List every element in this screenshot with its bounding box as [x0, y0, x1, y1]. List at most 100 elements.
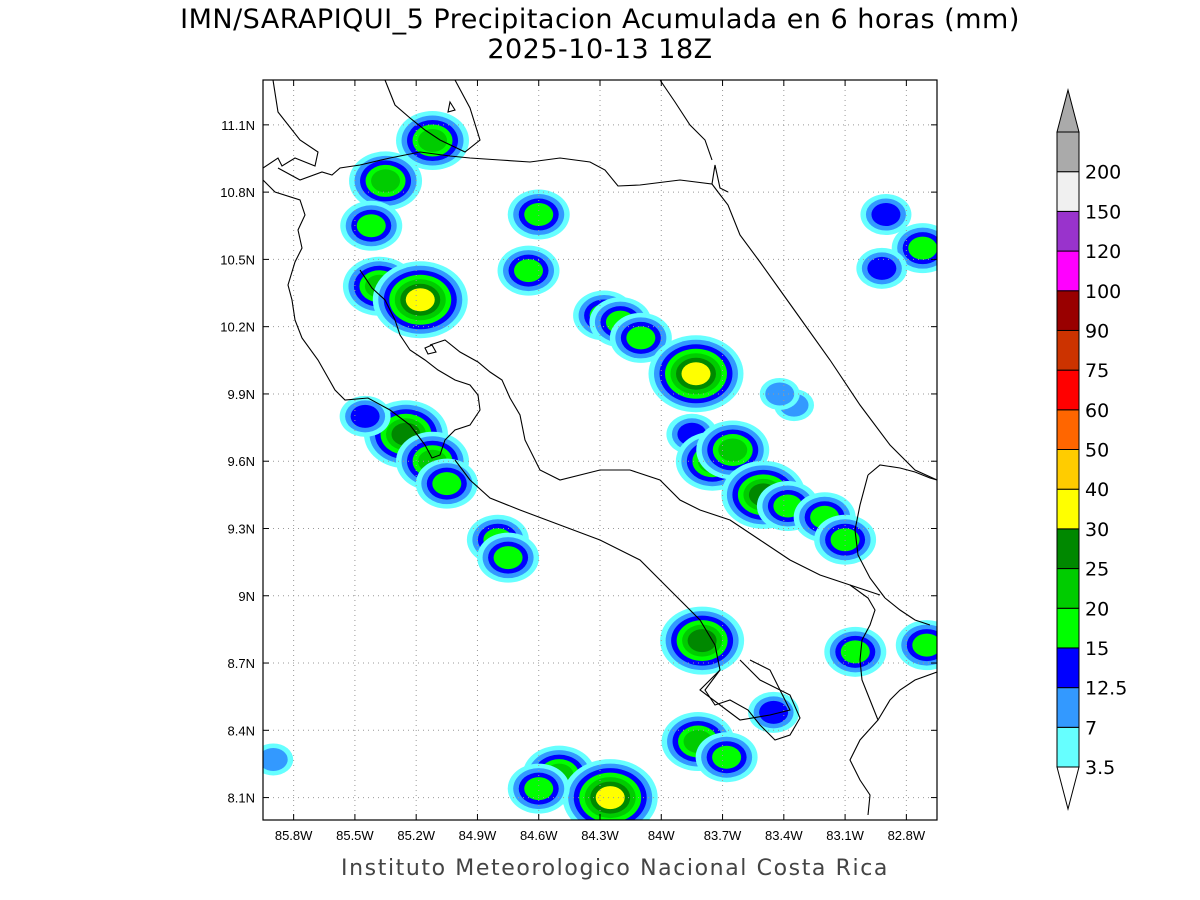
colorbar-segment [1056, 250, 1080, 292]
colorbar-label: 75 [1085, 360, 1109, 382]
rain-cell [856, 247, 908, 289]
colorbar-segment [1056, 329, 1080, 371]
rain-cell [415, 458, 478, 509]
rain-cell [507, 189, 570, 240]
rain-cell [497, 245, 560, 296]
colorbar-segment [1056, 290, 1080, 331]
rain-cells-layer [263, 111, 937, 820]
colorbar-label: 7 [1085, 717, 1097, 739]
rain-contour [681, 362, 711, 386]
x-tick-label: 84.6W [520, 828, 558, 843]
rain-contour [759, 700, 789, 724]
colorbar-label: 150 [1085, 201, 1121, 223]
x-tick-label: 85.5W [336, 828, 374, 843]
colorbar-top-arrow [1056, 88, 1080, 133]
rain-contour [595, 786, 625, 810]
coastline-borders [263, 80, 937, 816]
rain-contour [871, 203, 901, 227]
y-tick-label: 9.3N [228, 521, 255, 536]
colorbar-label: 50 [1085, 440, 1109, 462]
colorbar-label: 30 [1085, 519, 1109, 541]
rain-contour [912, 633, 937, 657]
colorbar-label: 120 [1085, 241, 1121, 263]
rain-contour [263, 747, 288, 771]
rain-contour [867, 256, 897, 280]
rain-cell [895, 620, 937, 671]
colorbar-label: 40 [1085, 479, 1109, 501]
map-title: IMN/SARAPIQUI_5 Precipitacion Acumulada … [180, 4, 1020, 35]
rain-contour [908, 236, 937, 260]
x-tick-label: 83.1W [826, 828, 864, 843]
colorbar-segment [1056, 409, 1080, 450]
rain-contour [371, 169, 401, 193]
map-subtitle-date: 2025-10-13 18Z [487, 34, 713, 65]
rain-cell [660, 606, 745, 675]
colorbar-label: 90 [1085, 320, 1109, 342]
colorbar: 3.5 7 12.5 15 20 25 30 40 50 60 75 90 100 120 150 200 [1056, 88, 1127, 811]
rain-contour [830, 528, 860, 552]
colorbar-label: 3.5 [1085, 757, 1115, 779]
rain-cell [372, 261, 468, 339]
colorbar-label: 15 [1085, 638, 1109, 660]
rain-contour [418, 129, 448, 153]
rain-contour [350, 404, 380, 428]
rain-contour [405, 288, 435, 312]
rain-cell [562, 759, 658, 820]
colorbar-segment [1056, 131, 1080, 173]
colorbar-label: 25 [1085, 559, 1109, 581]
rain-cell [824, 626, 887, 677]
colorbar-segment [1056, 369, 1080, 411]
x-tick-label: 83.4W [765, 828, 803, 843]
colorbar-label: 100 [1085, 281, 1121, 303]
rain-cell [759, 377, 800, 410]
colorbar-segment [1056, 607, 1080, 649]
colorbar-label: 60 [1085, 400, 1109, 422]
colorbar-segment [1056, 726, 1080, 768]
rain-contour [524, 777, 554, 801]
rain-contour [356, 214, 386, 238]
x-tick-label: 82.8W [888, 828, 926, 843]
colorbar-segment [1056, 568, 1080, 609]
rain-cell [339, 395, 391, 437]
y-tick-label: 8.7N [228, 656, 255, 671]
x-tick-label: 84.3W [581, 828, 619, 843]
rain-cell [396, 111, 470, 171]
colorbar-segment [1056, 488, 1080, 530]
rain-cell [695, 732, 758, 783]
rain-cell [860, 194, 912, 236]
rain-cell [263, 743, 294, 776]
colorbar-segment [1056, 687, 1080, 728]
y-tick-label: 9.9N [228, 387, 255, 402]
rain-contour [765, 382, 795, 406]
x-tick-label: 84W [648, 828, 675, 843]
colorbar-segment [1056, 210, 1080, 252]
x-tick-label: 85.2W [397, 828, 435, 843]
colorbar-label: 20 [1085, 598, 1109, 620]
y-tick-label: 8.1N [228, 791, 255, 806]
axis-ticks: 85.8W 85.5W 85.2W 84.9W 84.6W 84.3W 84W 83.7W 83… [220, 80, 937, 843]
footer-credit: Instituto Meteorologico Nacional Costa R… [341, 856, 889, 881]
y-tick-label: 8.4N [228, 723, 255, 738]
x-tick-label: 83.7W [704, 828, 742, 843]
rain-cell [477, 532, 540, 583]
rain-contour [493, 546, 523, 570]
rain-contour [524, 203, 554, 227]
rain-cell [609, 312, 672, 363]
x-tick-label: 84.9W [459, 828, 497, 843]
rain-contour [432, 472, 462, 496]
rain-contour [840, 640, 870, 664]
colorbar-segment [1056, 171, 1080, 212]
rain-cell [648, 335, 744, 413]
y-tick-label: 10.8N [220, 185, 255, 200]
rain-cell [349, 151, 423, 211]
rain-contour [712, 745, 742, 769]
y-tick-label: 11.1N [221, 118, 255, 133]
y-tick-label: 9N [238, 589, 255, 604]
y-tick-label: 10.2N [220, 320, 255, 335]
y-tick-label: 10.5N [220, 252, 255, 267]
rain-contour [626, 326, 656, 350]
rain-cell [814, 514, 877, 565]
lat-lon-grid [263, 80, 937, 820]
y-tick-label: 9.6N [228, 454, 255, 469]
